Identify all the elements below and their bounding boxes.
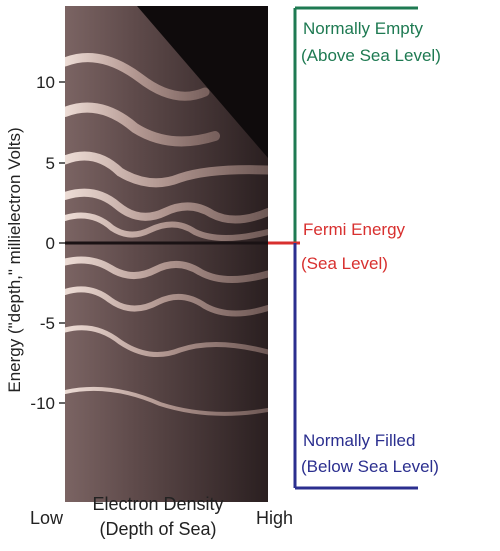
y-tick-label: -10 (30, 394, 55, 413)
fermi-sublabel: (Sea Level) (301, 254, 388, 273)
empty-label: Normally Empty (303, 19, 423, 38)
filled-label: Normally Filled (303, 431, 415, 450)
x-axis-subtitle: (Depth of Sea) (99, 519, 216, 539)
y-tick-label: -5 (40, 314, 55, 333)
empty-bracket (293, 6, 418, 243)
x-axis-high-label: High (256, 508, 293, 528)
filled-sublabel: (Below Sea Level) (301, 457, 439, 476)
x-axis-low-label: Low (30, 508, 64, 528)
data-region (65, 6, 268, 502)
y-axis-title: Energy ("depth," millielectron Volts) (5, 127, 24, 392)
y-tick-label: 10 (36, 73, 55, 92)
y-tick-label: 0 (46, 234, 55, 253)
fermi-label: Fermi Energy (303, 220, 406, 239)
filled-bracket (293, 243, 418, 490)
y-tick-marks (59, 81, 65, 404)
y-tick-label: 5 (46, 154, 55, 173)
x-axis-title: Electron Density (92, 494, 223, 514)
oscillation-bands (65, 53, 268, 416)
empty-sublabel: (Above Sea Level) (301, 46, 441, 65)
